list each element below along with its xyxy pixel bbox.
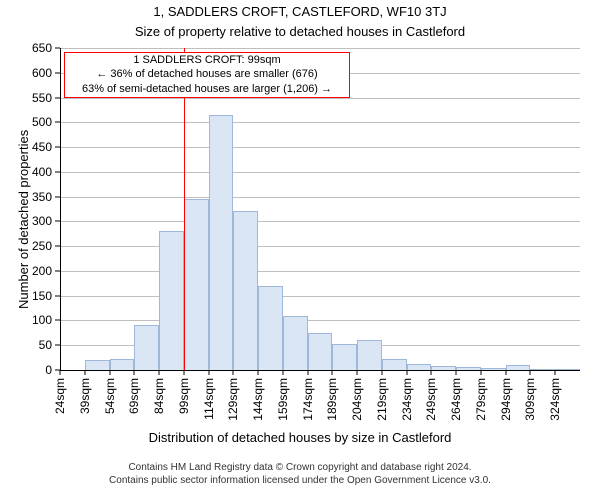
annotation-box: 1 SADDLERS CROFT: 99sqm ← 36% of detache… [64, 52, 350, 98]
y-tick-label: 100 [32, 313, 52, 327]
histogram-bar [258, 286, 283, 370]
x-tick-label: 309sqm [523, 378, 537, 421]
y-axis-line [60, 48, 61, 370]
y-tick-label: 150 [32, 289, 52, 303]
grid-line [60, 320, 580, 321]
x-tick-label: 219sqm [375, 378, 389, 421]
grid-line [60, 147, 580, 148]
y-tick-label: 250 [32, 239, 52, 253]
y-tick-label: 500 [32, 115, 52, 129]
x-tick-label: 189sqm [325, 378, 339, 421]
y-tick-label: 50 [39, 338, 52, 352]
grid-line [60, 271, 580, 272]
grid-line [60, 172, 580, 173]
y-tick-label: 400 [32, 165, 52, 179]
annotation-line-1: 1 SADDLERS CROFT: 99sqm [65, 53, 349, 67]
x-tick-label: 24sqm [53, 378, 67, 414]
x-tick-label: 174sqm [301, 378, 315, 421]
page-title: 1, SADDLERS CROFT, CASTLEFORD, WF10 3TJ [0, 4, 600, 19]
x-axis-label: Distribution of detached houses by size … [0, 430, 600, 445]
histogram-bar [382, 359, 407, 370]
x-tick-label: 129sqm [226, 378, 240, 421]
y-tick-label: 450 [32, 140, 52, 154]
x-axis-label-text: Distribution of detached houses by size … [149, 430, 452, 445]
histogram-bar [308, 333, 333, 370]
x-tick-label: 204sqm [350, 378, 364, 421]
y-tick-label: 0 [45, 363, 52, 377]
grid-line [60, 296, 580, 297]
histogram-bar [110, 359, 135, 370]
y-axis-label: Number of detached properties [16, 130, 31, 309]
histogram-bar [134, 325, 159, 370]
x-tick-label: 54sqm [103, 378, 117, 414]
x-tick-label: 294sqm [499, 378, 513, 421]
x-tick-label: 114sqm [202, 378, 216, 420]
x-tick-label: 264sqm [449, 378, 463, 421]
histogram-bar [184, 199, 209, 370]
y-tick-label: 200 [32, 264, 52, 278]
grid-line [60, 246, 580, 247]
grid-line [60, 122, 580, 123]
grid-line [60, 221, 580, 222]
y-tick-label: 650 [32, 41, 52, 55]
annotation-line-2: ← 36% of detached houses are smaller (67… [65, 67, 349, 81]
histogram-bar [332, 344, 357, 370]
x-tick-label: 324sqm [548, 378, 562, 421]
subtitle-text: Size of property relative to detached ho… [135, 24, 465, 39]
y-tick-label: 300 [32, 214, 52, 228]
x-axis-line [60, 370, 580, 371]
x-tick-label: 279sqm [474, 378, 488, 421]
x-tick-label: 234sqm [400, 378, 414, 421]
attribution-footer: Contains HM Land Registry data © Crown c… [0, 462, 600, 487]
address-text: 1, SADDLERS CROFT, CASTLEFORD, WF10 3TJ [153, 4, 446, 19]
y-tick-label: 600 [32, 66, 52, 80]
grid-line [60, 48, 580, 49]
annotation-line-3: 63% of semi-detached houses are larger (… [65, 82, 349, 96]
x-tick-label: 84sqm [152, 378, 166, 414]
x-tick-label: 159sqm [276, 378, 290, 421]
x-tick-label: 99sqm [177, 378, 191, 414]
histogram-bar [283, 316, 308, 370]
x-tick-label: 249sqm [424, 378, 438, 421]
x-tick-label: 39sqm [78, 378, 92, 414]
footer-line-2: Contains public sector information licen… [0, 475, 600, 488]
histogram-bar [159, 231, 184, 370]
x-tick-label-wrap: 324sqm [555, 378, 598, 392]
y-axis-label-text: Number of detached properties [16, 130, 31, 309]
y-tick-label: 350 [32, 190, 52, 204]
histogram-bar [233, 211, 258, 370]
x-tick-label: 69sqm [127, 378, 141, 414]
histogram-bar [85, 360, 110, 370]
footer-line-1: Contains HM Land Registry data © Crown c… [0, 462, 600, 475]
x-tick-label: 144sqm [251, 378, 265, 421]
histogram-bar [357, 340, 382, 370]
y-tick-label: 550 [32, 91, 52, 105]
page-subtitle: Size of property relative to detached ho… [0, 24, 600, 39]
grid-line [60, 197, 580, 198]
histogram-bar [209, 115, 234, 370]
